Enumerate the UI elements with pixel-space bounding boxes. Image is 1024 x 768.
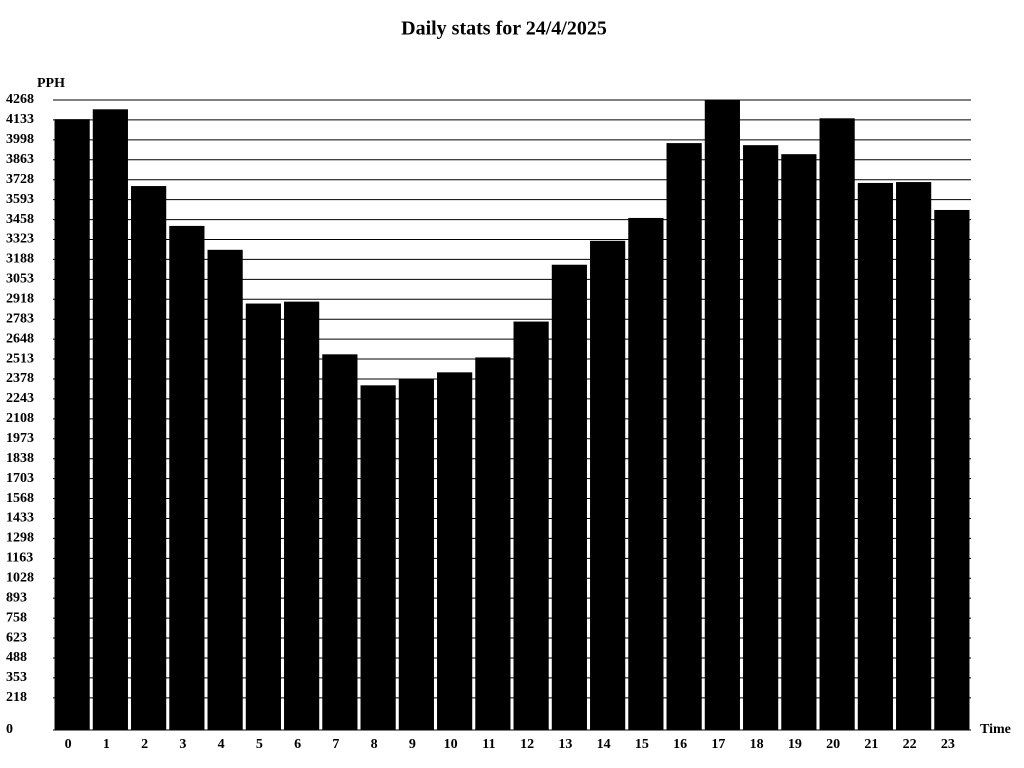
x-tick-label: 9 <box>409 737 416 752</box>
y-tick-label: 0 <box>6 722 13 737</box>
bar <box>169 225 205 730</box>
y-tick-label: 3188 <box>6 252 34 267</box>
y-tick-label: 2648 <box>6 331 34 346</box>
chart-title: Daily stats for 24/4/2025 <box>401 18 607 40</box>
bar <box>360 385 396 730</box>
bar <box>857 182 893 730</box>
bar <box>284 301 320 730</box>
x-tick-label: 23 <box>941 737 955 752</box>
x-axis-label: Time <box>980 722 1011 737</box>
x-tick-label: 3 <box>179 737 186 752</box>
y-tick-label: 1433 <box>6 511 34 526</box>
y-tick-label: 3728 <box>6 172 34 187</box>
y-tick-label: 218 <box>6 690 27 705</box>
y-tick-label: 2513 <box>6 351 34 366</box>
bar <box>743 145 779 730</box>
y-tick-label: 3593 <box>6 192 34 207</box>
bar <box>437 372 473 730</box>
y-tick-label: 2783 <box>6 311 34 326</box>
y-tick-label: 3053 <box>6 272 34 287</box>
y-tick-label: 4133 <box>6 112 34 127</box>
y-tick-label: 1973 <box>6 431 34 446</box>
bar <box>896 182 932 730</box>
y-tick-label: 1163 <box>6 551 33 566</box>
bar <box>628 217 664 730</box>
y-tick-label: 2378 <box>6 371 34 386</box>
x-tick-label: 11 <box>482 737 495 752</box>
bar <box>131 186 167 730</box>
bar <box>54 119 90 730</box>
x-tick-label: 19 <box>788 737 802 752</box>
y-tick-label: 2918 <box>6 291 34 306</box>
x-tick-label: 20 <box>826 737 840 752</box>
y-tick-label: 623 <box>6 630 27 645</box>
bar <box>322 354 358 730</box>
x-tick-label: 8 <box>371 737 378 752</box>
y-tick-label: 4268 <box>6 92 34 107</box>
bar <box>398 379 434 730</box>
x-tick-label: 15 <box>635 737 649 752</box>
x-tick-label: 22 <box>903 737 917 752</box>
y-tick-label: 1838 <box>6 451 34 466</box>
x-tick-label: 21 <box>864 737 878 752</box>
bar <box>934 209 970 730</box>
y-axis-label: PPH <box>37 76 65 91</box>
y-tick-label: 1028 <box>6 570 34 585</box>
y-tick-label: 3863 <box>6 152 34 167</box>
bar <box>666 143 702 730</box>
bar <box>92 109 128 730</box>
y-tick-label: 488 <box>6 650 27 665</box>
y-tick-label: 2108 <box>6 411 34 426</box>
bar <box>781 154 817 730</box>
x-tick-label: 12 <box>520 737 534 752</box>
y-tick-label: 353 <box>6 670 27 685</box>
x-tick-label: 18 <box>750 737 764 752</box>
bar <box>590 240 626 730</box>
y-tick-label: 893 <box>6 590 27 605</box>
bar <box>207 249 243 730</box>
x-tick-label: 6 <box>294 737 301 752</box>
x-tick-label: 1 <box>103 737 110 752</box>
y-tick-label: 758 <box>6 610 27 625</box>
x-tick-label: 2 <box>141 737 148 752</box>
x-tick-label: 17 <box>711 737 725 752</box>
bar <box>551 264 587 730</box>
bar <box>513 321 549 730</box>
y-tick-label: 1703 <box>6 471 34 486</box>
y-tick-label: 1568 <box>6 491 34 506</box>
y-tick-label: 3998 <box>6 132 34 147</box>
x-tick-label: 0 <box>65 737 72 752</box>
x-tick-label: 16 <box>673 737 687 752</box>
y-tick-label: 3458 <box>6 212 34 227</box>
x-tick-label: 7 <box>332 737 339 752</box>
x-tick-label: 4 <box>218 737 225 752</box>
bar <box>475 357 511 730</box>
bar <box>704 100 740 730</box>
y-tick-label: 1298 <box>6 531 34 546</box>
bar <box>245 303 281 730</box>
x-tick-label: 13 <box>558 737 572 752</box>
x-tick-label: 14 <box>597 737 611 752</box>
x-tick-label: 5 <box>256 737 263 752</box>
y-tick-label: 3323 <box>6 232 34 247</box>
bar <box>819 118 855 731</box>
x-tick-label: 10 <box>444 737 458 752</box>
y-tick-label: 2243 <box>6 391 34 406</box>
